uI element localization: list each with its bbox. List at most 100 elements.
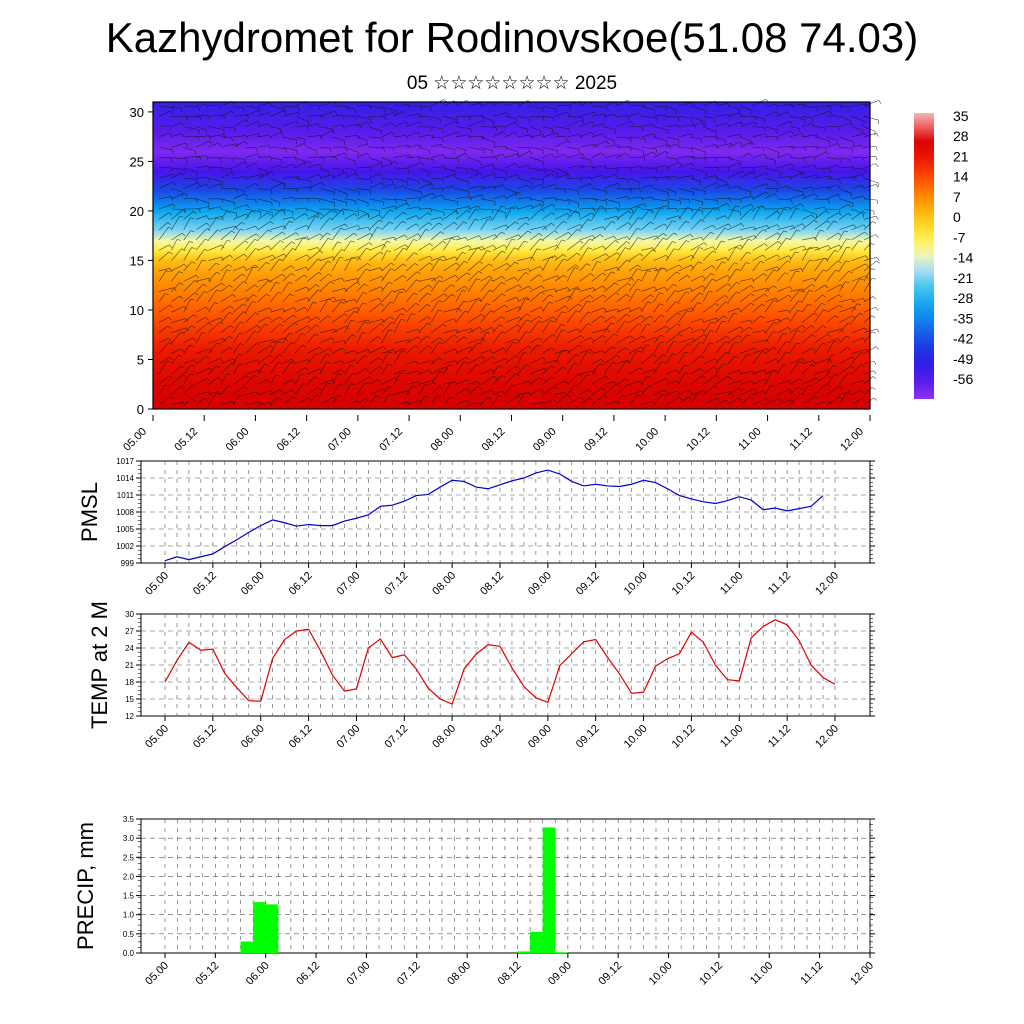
pmsl-x-tick-label: 06.12: [287, 570, 315, 598]
pmsl-y-tick-label: 1017: [116, 457, 134, 466]
precip-x-tick-label: 08.00: [445, 960, 473, 988]
temp-x-tick-label: 06.12: [287, 723, 315, 751]
precip-chart: 0.00.51.01.52.02.53.03.505.00 05.12 06.00 0…: [73, 815, 876, 988]
temp-series-line: [164, 618, 836, 705]
precip-y-tick-label: 2.0: [123, 872, 135, 881]
pmsl-y-tick-label: 1005: [116, 525, 134, 534]
pmsl-frame: [140, 460, 871, 564]
pmsl-y-tick-label: 1002: [116, 542, 134, 551]
colorbar-label: 28: [953, 128, 969, 144]
temp-y-tick-label: 27: [125, 627, 134, 636]
cross-section-x-tick-label: 08.00: [428, 426, 456, 454]
precip-x-tick-label: 06.00: [244, 960, 272, 988]
pmsl-x-tick-label: 08.00: [430, 570, 458, 598]
pmsl-x-tick-label: 09.00: [526, 570, 554, 598]
pmsl-x-tick-label: 05.00: [143, 570, 171, 598]
pmsl-series-line: [164, 469, 824, 562]
temp-x-tick-label: 05.00: [143, 723, 171, 751]
precip-x-tick-label: 06.12: [294, 960, 322, 988]
temp-x-tick-label: 08.00: [430, 723, 458, 751]
temp-x-tick-label: 08.12: [478, 723, 506, 751]
colorbar-label: 7: [953, 189, 961, 205]
pmsl-x-tick-label: 11.00: [718, 570, 745, 597]
pmsl-x-tick-label: 09.12: [574, 570, 602, 598]
cross-section-x-tick-label: 12.00: [838, 426, 866, 454]
cross-section-y-tick-label: 15: [130, 253, 144, 268]
pmsl-x-tick-label: 12.00: [813, 570, 841, 598]
precip-x-tick-label: 11.00: [748, 960, 775, 987]
pmsl-y-tick-label: 1014: [116, 474, 134, 483]
precip-x-tick-label: 10.00: [647, 960, 675, 988]
cross-section-x-tick-label: 11.00: [736, 426, 763, 453]
cross-section-chart: 0 5 10 15 20 25 30 05.00 05.12 06.00 06.12 07.00 07.…: [121, 98, 882, 454]
temp-y-tick-label: 12: [125, 712, 134, 721]
precip-bar: [555, 952, 568, 953]
colorbar-label: -14: [953, 250, 973, 266]
colorbar-label: -7: [953, 229, 966, 245]
wind-barbs: [158, 98, 882, 407]
page-subtitle: 05 ☆☆☆☆☆☆☆☆ 2025: [406, 73, 618, 94]
temp-x-tick-label: 06.00: [239, 723, 267, 751]
pmsl-x-tick-label: 10.00: [622, 570, 650, 598]
precip-bar: [240, 941, 254, 953]
precip-x-tick-label: 08.12: [496, 960, 524, 988]
pmsl-y-axis-title: PMSL: [77, 482, 102, 542]
colorbar-label: -56: [953, 371, 973, 387]
pmsl-x-tick-label: 07.00: [335, 570, 363, 598]
pmsl-x-tick-label: 11.12: [766, 570, 793, 597]
colorbar-label: -49: [953, 351, 973, 367]
precip-y-tick-label: 0.5: [123, 930, 135, 939]
pmsl-x-tick-label: 07.12: [382, 570, 410, 598]
precip-bar: [530, 931, 543, 953]
precip-y-tick-label: 3.5: [123, 815, 135, 824]
cross-section-x-tick-label: 09.12: [582, 426, 610, 454]
colorbar-label: -42: [953, 331, 973, 347]
pmsl-x-axis: 05.00 05.12 06.00 06.12 07.00 07.12 08.00 08.12…: [143, 563, 841, 598]
cross-section-y-tick-label: 10: [130, 303, 144, 318]
temp-x-tick-label: 07.12: [382, 723, 410, 751]
colorbar-label: -21: [953, 270, 973, 286]
colorbar-label: -35: [953, 310, 973, 326]
cross-section-x-tick-label: 05.00: [121, 426, 149, 454]
pmsl-x-tick-label: 06.00: [239, 570, 267, 598]
precip-y-axis-title: PRECIP, mm: [73, 822, 98, 950]
precip-bar: [265, 904, 279, 953]
precip-x-tick-label: 09.00: [546, 960, 574, 988]
temp-x-tick-label: 10.12: [670, 723, 698, 751]
precip-bar: [542, 827, 556, 953]
cross-section-x-tick-label: 06.12: [275, 426, 303, 454]
cross-section-x-tick-label: 07.00: [326, 426, 354, 454]
precip-x-tick-label: 09.12: [596, 960, 624, 988]
temp-y-tick-label: 18: [125, 678, 134, 687]
precip-x-tick-label: 12.00: [848, 960, 876, 988]
colorbar-label: 14: [953, 169, 969, 185]
precip-bar: [517, 951, 531, 953]
precip-x-tick-label: 07.12: [395, 960, 423, 988]
temp-x-tick-label: 09.12: [574, 723, 602, 751]
precip-y-tick-label: 0.0: [123, 949, 135, 958]
cross-section-x-tick-label: 09.00: [531, 426, 559, 454]
precip-bar: [253, 902, 266, 953]
cross-section-y-tick-label: 0: [137, 402, 144, 417]
colorbar: 35 28 21 14 7 0 -7 -14 -21 -28 -35 -42 -49 -56: [914, 108, 973, 399]
temp-y-tick-label: 21: [125, 661, 134, 670]
precip-x-tick-label: 05.00: [143, 960, 171, 988]
precip-x-tick-label: 11.12: [798, 960, 825, 987]
temp-x-tick-label: 11.12: [766, 723, 793, 750]
precip-x-tick-label: 05.12: [194, 960, 222, 988]
temp-x-tick-label: 05.12: [191, 723, 219, 751]
precip-x-axis: 05.00 05.12 06.00 06.12 07.00 07.12 08.00 08.12…: [143, 953, 876, 988]
precip-y-tick-label: 2.5: [123, 853, 135, 862]
precip-x-tick-label: 07.00: [345, 960, 373, 988]
precip-y-tick-label: 1.0: [123, 911, 135, 920]
cross-section-y-tick-label: 30: [130, 105, 144, 120]
pmsl-y-tick-label: 1008: [116, 508, 134, 517]
cross-section-x-tick-label: 11.12: [788, 426, 815, 453]
temp-x-tick-label: 11.00: [718, 723, 745, 750]
cross-section-x-tick-label: 07.12: [377, 426, 405, 454]
temp-frame: [140, 613, 871, 717]
cross-section-x-tick-label: 10.12: [685, 426, 713, 454]
cross-section-frame: [152, 101, 871, 410]
colorbar-label: 0: [953, 209, 961, 225]
